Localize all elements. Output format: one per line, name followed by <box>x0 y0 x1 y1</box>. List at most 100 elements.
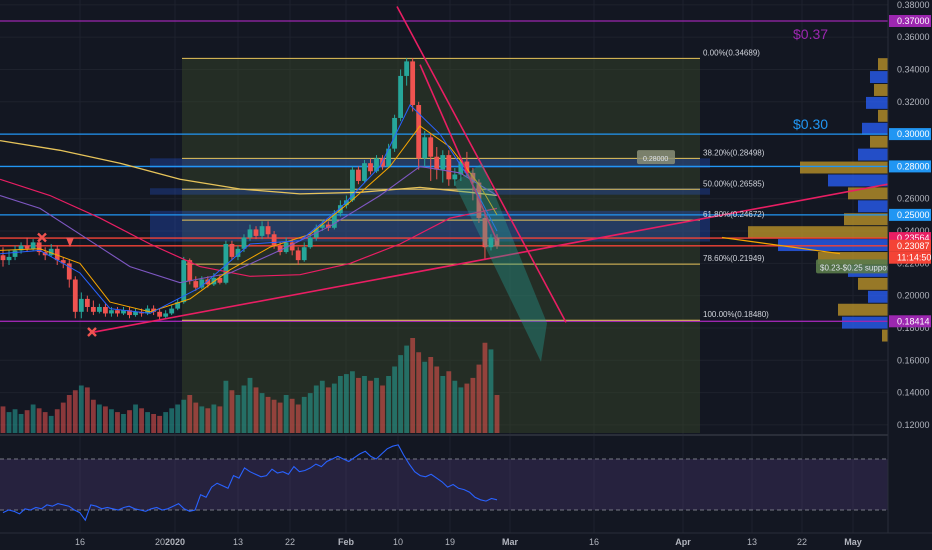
volume-bar <box>476 364 482 433</box>
candle-body <box>440 155 446 170</box>
price-tick-label: 0.18000 <box>897 323 930 333</box>
fib-label: 38.20%(0.28498) <box>703 148 765 157</box>
volume-bar <box>175 404 181 433</box>
volume-bar <box>307 393 313 433</box>
price-tick-label: 0.26000 <box>897 194 930 204</box>
candle-body <box>452 174 458 180</box>
time-tick-label: 2020 <box>165 537 185 547</box>
price-tick-label: 0.12000 <box>897 420 930 430</box>
volume-bar <box>241 385 247 433</box>
candle-body <box>199 279 205 288</box>
candle-body <box>356 169 361 181</box>
candle-body <box>386 148 391 167</box>
candle-body <box>464 161 470 173</box>
volume-bar <box>66 395 72 433</box>
volume-profile-bar <box>874 84 888 96</box>
time-tick-label: 16 <box>75 537 85 547</box>
volume-profile-bar <box>878 58 888 71</box>
volume-profile-bar <box>882 329 888 342</box>
downtrend-line <box>419 64 498 242</box>
candle-body <box>157 311 163 317</box>
volume-bar <box>440 376 446 433</box>
volume-bar <box>331 383 337 433</box>
candle-body <box>121 310 126 314</box>
price-badge-label: 0.30000 <box>897 129 930 139</box>
volume-bar <box>283 395 289 433</box>
volume-bar <box>301 396 307 433</box>
volume-bar <box>90 399 96 433</box>
volume-bar <box>458 387 464 433</box>
volume-bar <box>121 414 126 433</box>
volume-bar <box>187 395 193 433</box>
candle-body <box>6 256 12 261</box>
volume-bar <box>356 377 361 433</box>
volume-profile-bar <box>866 96 888 109</box>
volume-bar <box>452 380 458 433</box>
volume-bar <box>380 385 385 433</box>
volume-bar <box>199 406 205 433</box>
volume-bar <box>84 387 90 433</box>
time-tick-label: Mar <box>502 537 519 547</box>
candle-body <box>18 245 24 251</box>
mid-zone <box>150 188 710 195</box>
volume-bar <box>151 414 157 433</box>
candle-body <box>36 242 42 253</box>
volume-bar <box>482 342 488 433</box>
candle-body <box>374 158 379 172</box>
volume-bar <box>386 376 391 433</box>
volume-profile-bar <box>870 135 888 148</box>
volume-profile-bar <box>848 187 888 200</box>
price-tick-label: 0.24000 <box>897 226 930 236</box>
price-badge-label: 11:14:50 <box>897 253 931 263</box>
candle-body <box>109 310 114 314</box>
candle-body <box>422 137 428 159</box>
candle-body <box>0 255 6 261</box>
volume-bar <box>0 406 6 433</box>
down-arrow-icon <box>66 237 74 248</box>
price-tick-label: 0.16000 <box>897 355 930 365</box>
rsi-band <box>0 458 888 511</box>
volume-bar <box>253 387 259 433</box>
volume-bar <box>54 409 60 433</box>
volume-bar <box>319 380 325 433</box>
volume-bar <box>343 374 349 433</box>
candle-body <box>24 245 30 249</box>
support-callout-box <box>816 259 888 274</box>
price-badge <box>889 251 931 264</box>
ma-100-line <box>0 178 498 277</box>
volume-bar <box>223 380 229 433</box>
volume-profile-bar <box>748 226 888 239</box>
candle-body <box>72 279 78 312</box>
candle-body <box>295 250 301 261</box>
volume-bar <box>78 385 84 433</box>
volume-bar <box>295 404 301 433</box>
fib-label: 0.00%(0.34689) <box>703 48 760 57</box>
price-tick-label: 0.36000 <box>897 32 930 42</box>
resistance-trendline <box>396 6 567 323</box>
fib-label: 50.00%(0.26585) <box>703 179 765 188</box>
volume-bar <box>416 352 422 433</box>
volume-bar <box>109 409 114 433</box>
volume-bar <box>265 396 271 433</box>
candle-body <box>229 243 235 257</box>
candle-body <box>103 306 108 314</box>
candle-body <box>416 105 422 159</box>
candle-body <box>331 213 337 228</box>
candle-body <box>410 61 416 106</box>
volume-bar <box>139 408 144 433</box>
volume-profile-bar <box>778 239 888 252</box>
volume-bar <box>133 404 138 433</box>
candle-body <box>319 224 325 228</box>
candle-body <box>404 61 410 76</box>
volume-bar <box>6 412 12 433</box>
price-tick-label: 0.34000 <box>897 64 930 74</box>
callout-box <box>637 150 675 165</box>
volume-bar <box>235 395 241 433</box>
candle-body <box>259 226 265 236</box>
price-badge-label: 0.37000 <box>897 16 930 26</box>
price-badge-label: 0.28000 <box>897 161 930 171</box>
resistance-zone <box>150 158 710 169</box>
price-tick-label: 0.14000 <box>897 388 930 398</box>
support-callout-text: $0.23-$0.25 support <box>820 263 892 272</box>
